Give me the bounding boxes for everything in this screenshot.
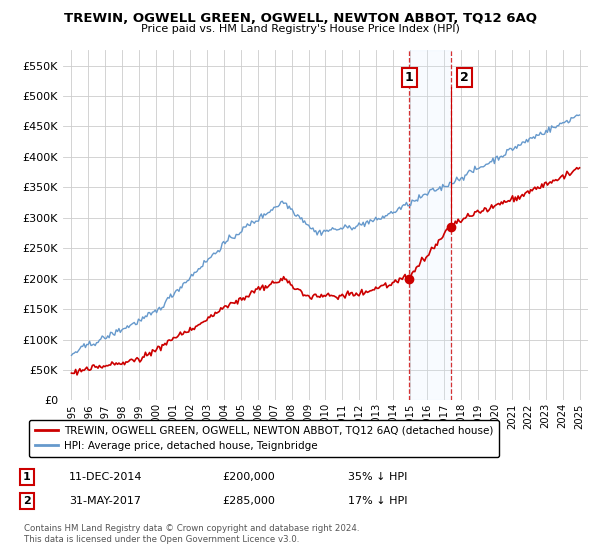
- Text: 1: 1: [405, 71, 414, 85]
- Text: 2: 2: [460, 71, 469, 85]
- Text: £285,000: £285,000: [222, 496, 275, 506]
- Text: 35% ↓ HPI: 35% ↓ HPI: [348, 472, 407, 482]
- Text: TREWIN, OGWELL GREEN, OGWELL, NEWTON ABBOT, TQ12 6AQ: TREWIN, OGWELL GREEN, OGWELL, NEWTON ABB…: [64, 12, 536, 25]
- Text: This data is licensed under the Open Government Licence v3.0.: This data is licensed under the Open Gov…: [24, 535, 299, 544]
- Text: Contains HM Land Registry data © Crown copyright and database right 2024.: Contains HM Land Registry data © Crown c…: [24, 524, 359, 533]
- Text: 17% ↓ HPI: 17% ↓ HPI: [348, 496, 407, 506]
- Text: 2: 2: [23, 496, 31, 506]
- Text: Price paid vs. HM Land Registry's House Price Index (HPI): Price paid vs. HM Land Registry's House …: [140, 24, 460, 34]
- Text: 11-DEC-2014: 11-DEC-2014: [69, 472, 143, 482]
- Text: 1: 1: [23, 472, 31, 482]
- Bar: [409, 50, 451, 400]
- Text: £200,000: £200,000: [222, 472, 275, 482]
- Text: 31-MAY-2017: 31-MAY-2017: [69, 496, 141, 506]
- Legend: TREWIN, OGWELL GREEN, OGWELL, NEWTON ABBOT, TQ12 6AQ (detached house), HPI: Aver: TREWIN, OGWELL GREEN, OGWELL, NEWTON ABB…: [29, 419, 499, 458]
